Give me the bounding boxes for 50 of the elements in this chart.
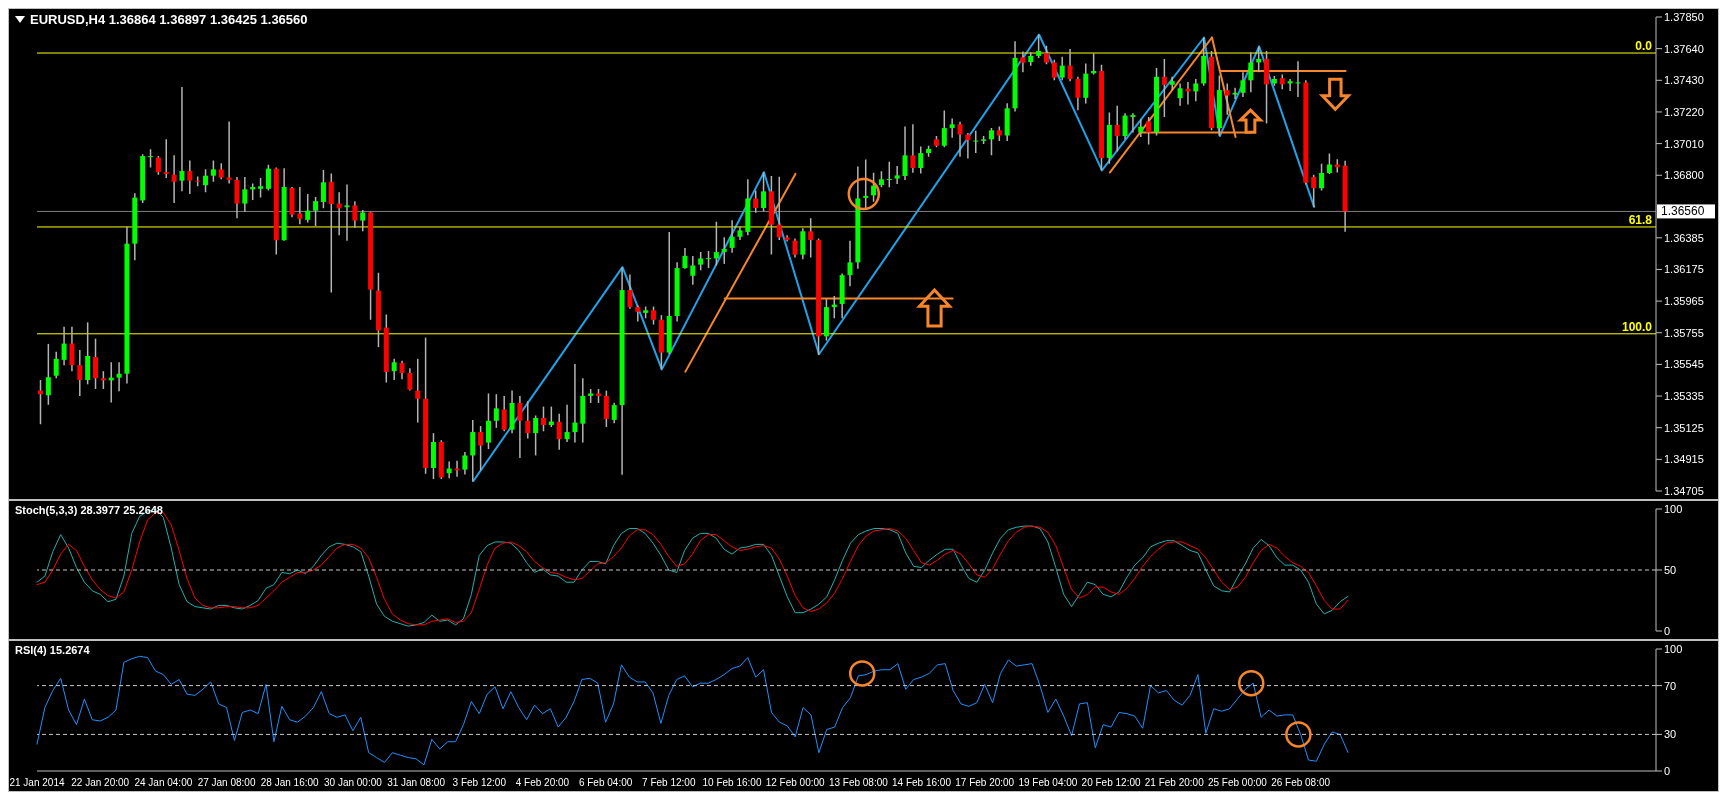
- y-tick-label: 1.37010: [1664, 137, 1704, 150]
- y-tick-label: 1.35545: [1664, 358, 1704, 371]
- y-tick-label: 0: [1664, 764, 1671, 777]
- y-tick-label: 1.35125: [1664, 421, 1704, 434]
- x-tick-label: 17 Feb 20:00: [955, 777, 1015, 789]
- ref-line-label: 1.36560: [1661, 204, 1705, 219]
- annotation: 0.0: [1635, 39, 1653, 54]
- x-tick-label: 19 Feb 04:00: [1018, 777, 1078, 789]
- x-tick-label: 21 Jan 2014: [9, 777, 65, 789]
- y-tick-label: 1.35755: [1664, 326, 1704, 339]
- x-tick-label: 27 Jan 08:00: [197, 777, 256, 789]
- x-tick-label: 21 Feb 20:00: [1144, 777, 1205, 789]
- x-tick-label: 10 Feb 16:00: [702, 777, 762, 789]
- y-tick-label: 1.37430: [1664, 74, 1704, 87]
- x-tick-label: 7 Feb 12:00: [642, 777, 696, 789]
- y-tick-label: 1.37850: [1664, 10, 1704, 23]
- y-tick-label: 50: [1664, 563, 1677, 576]
- annotation: 100.0: [1621, 319, 1653, 334]
- x-tick-label: 12 Feb 00:00: [765, 777, 826, 789]
- chart-title: Stoch(5,3,3) 28.3977 25.2648: [15, 504, 163, 516]
- y-tick-label: 1.36800: [1664, 169, 1704, 182]
- y-tick-label: 1.37640: [1664, 42, 1704, 55]
- x-tick-label: 3 Feb 12:00: [452, 777, 507, 789]
- x-tick-label: 14 Feb 16:00: [892, 777, 952, 789]
- x-tick-label: 25 Feb 00:00: [1207, 777, 1268, 789]
- x-tick-label: 31 Jan 08:00: [387, 777, 446, 789]
- x-tick-label: 28 Jan 16:00: [260, 777, 320, 789]
- y-tick-label: 1.37220: [1664, 105, 1704, 118]
- y-tick-label: 70: [1664, 679, 1677, 692]
- y-tick-label: 1.36385: [1664, 231, 1704, 244]
- x-tick-label: 26 Feb 08:00: [1271, 777, 1331, 789]
- x-tick-label: 4 Feb 20:00: [515, 777, 570, 789]
- chart-title: RSI(4) 15.2674: [15, 644, 90, 656]
- y-tick-label: 1.34705: [1664, 484, 1704, 497]
- y-tick-label: 30: [1664, 728, 1677, 741]
- x-tick-label: 22 Jan 20:00: [71, 777, 130, 789]
- annotation: 61.8: [1628, 212, 1653, 227]
- y-tick-label: 1.35965: [1664, 295, 1704, 307]
- x-tick-label: 24 Jan 04:00: [134, 777, 193, 789]
- x-tick-label: 20 Feb 12:00: [1081, 777, 1141, 789]
- y-tick-label: 100: [1664, 502, 1683, 515]
- y-tick-label: 0: [1664, 624, 1671, 637]
- y-tick-label: 1.35335: [1664, 389, 1704, 402]
- chart-title: EURUSD,H4 1.36864 1.36897 1.36425 1.36560: [30, 12, 308, 27]
- y-tick-label: 1.34915: [1664, 453, 1704, 466]
- y-tick-label: 100: [1664, 642, 1683, 655]
- x-tick-label: 30 Jan 00:00: [323, 777, 383, 789]
- x-tick-label: 6 Feb 04:00: [578, 777, 633, 789]
- x-tick-label: 13 Feb 08:00: [828, 777, 889, 789]
- y-tick-label: 1.36175: [1664, 263, 1704, 276]
